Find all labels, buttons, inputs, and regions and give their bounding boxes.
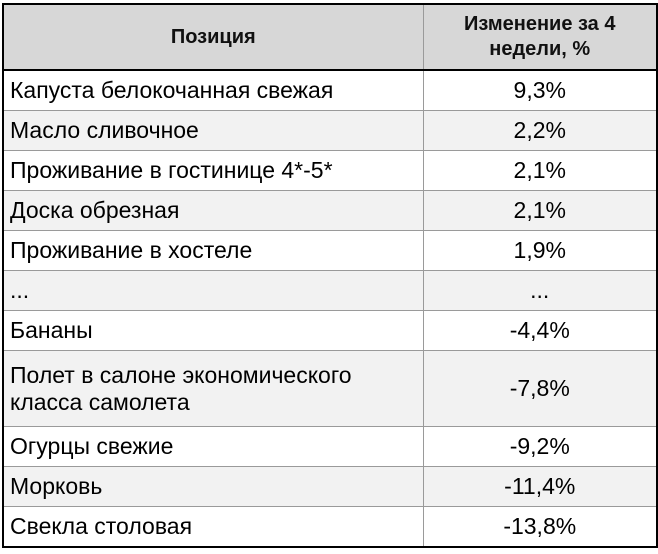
row-item-name: Проживание в хостеле <box>2 230 424 271</box>
row-item-name: ... <box>2 270 424 311</box>
row-item-name: Свекла столовая <box>2 506 424 548</box>
table-row: Полет в салоне экономического класса сам… <box>2 350 658 427</box>
table-row: Доска обрезная 2,1% <box>2 190 658 231</box>
row-item-name: Морковь <box>2 466 424 507</box>
row-change-value: -11,4% <box>422 466 658 507</box>
row-item-name: Капуста белокочанная свежая <box>2 69 424 111</box>
table-row: Огурцы свежие -9,2% <box>2 426 658 467</box>
table-row: Проживание в гостинице 4*-5* 2,1% <box>2 150 658 191</box>
row-change-value: -7,8% <box>422 350 658 427</box>
row-item-name: Проживание в гостинице 4*-5* <box>2 150 424 191</box>
row-change-value: 1,9% <box>422 230 658 271</box>
row-change-value: 2,2% <box>422 110 658 151</box>
table-row: Бананы -4,4% <box>2 310 658 351</box>
price-change-table: Позиция Изменение за 4 недели, % Капуста… <box>2 3 658 548</box>
row-change-value: 2,1% <box>422 150 658 191</box>
row-change-value: -4,4% <box>422 310 658 351</box>
table-row-ellipsis: ... ... <box>2 270 658 311</box>
table-row: Свекла столовая -13,8% <box>2 506 658 548</box>
row-change-value: 9,3% <box>422 69 658 111</box>
table-row: Капуста белокочанная свежая 9,3% <box>2 69 658 111</box>
column-header-position: Позиция <box>2 3 424 71</box>
table-row: Масло сливочное 2,2% <box>2 110 658 151</box>
table-container: Позиция Изменение за 4 недели, % Капуста… <box>2 3 658 548</box>
row-item-name: Полет в салоне экономического класса сам… <box>2 350 424 427</box>
row-item-name: Бананы <box>2 310 424 351</box>
row-item-name: Огурцы свежие <box>2 426 424 467</box>
row-change-value: ... <box>422 270 658 311</box>
table-header: Позиция Изменение за 4 недели, % <box>2 3 658 71</box>
row-change-value: -9,2% <box>422 426 658 467</box>
column-header-change: Изменение за 4 недели, % <box>422 3 658 71</box>
header-row: Позиция Изменение за 4 недели, % <box>2 3 658 71</box>
row-item-name: Доска обрезная <box>2 190 424 231</box>
table-row: Проживание в хостеле 1,9% <box>2 230 658 271</box>
row-change-value: 2,1% <box>422 190 658 231</box>
table-row: Морковь -11,4% <box>2 466 658 507</box>
table-body: Капуста белокочанная свежая 9,3% Масло с… <box>2 69 658 548</box>
row-change-value: -13,8% <box>422 506 658 548</box>
row-item-name: Масло сливочное <box>2 110 424 151</box>
